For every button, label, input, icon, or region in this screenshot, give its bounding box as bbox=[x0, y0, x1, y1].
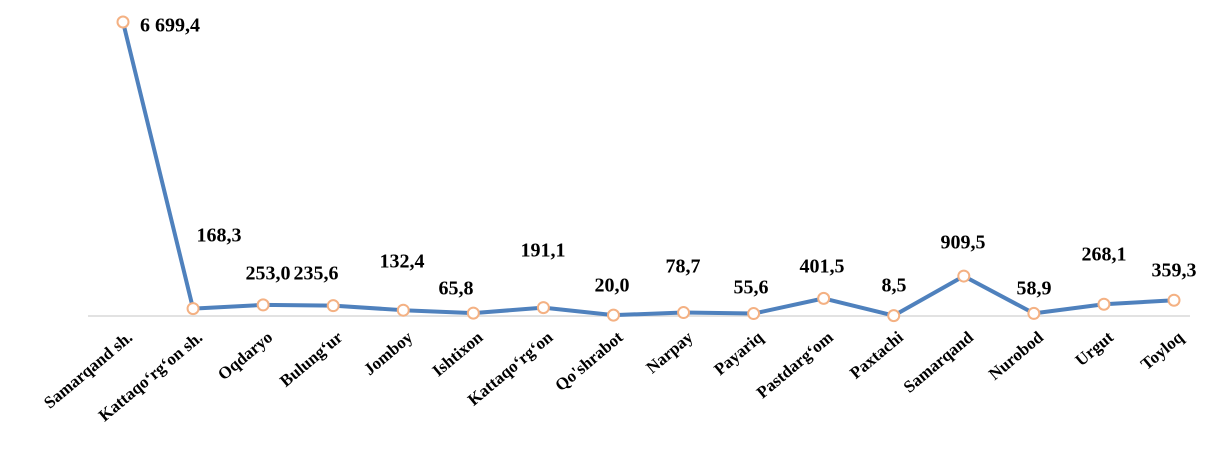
data-label: 909,5 bbox=[941, 232, 986, 254]
x-tick-label: Nurobod bbox=[985, 327, 1047, 384]
x-tick-label: Jomboy bbox=[360, 327, 417, 379]
data-label: 65,8 bbox=[439, 278, 474, 300]
x-tick-label: Narpay bbox=[642, 327, 697, 377]
marker bbox=[606, 308, 620, 322]
data-label: 235,6 bbox=[294, 263, 339, 285]
x-tick-label: Urgut bbox=[1072, 327, 1118, 370]
marker bbox=[677, 306, 691, 320]
data-label: 268,1 bbox=[1082, 244, 1127, 266]
marker bbox=[887, 309, 901, 323]
x-tick-label: Paxtachi bbox=[846, 327, 907, 382]
marker bbox=[536, 301, 550, 315]
marker bbox=[1167, 293, 1181, 307]
x-tick-label: Samarqand bbox=[900, 327, 978, 396]
marker bbox=[1027, 306, 1041, 320]
marker bbox=[817, 291, 831, 305]
data-label: 20,0 bbox=[595, 275, 630, 297]
x-tick-label: Pastdarg‘om bbox=[753, 328, 837, 403]
data-label: 55,6 bbox=[734, 277, 769, 299]
marker bbox=[186, 302, 200, 316]
marker bbox=[466, 306, 480, 320]
marker bbox=[256, 298, 270, 312]
data-label: 6 699,4 bbox=[140, 15, 200, 37]
x-tick-label: Payariq bbox=[710, 327, 767, 379]
x-tick-label: Toyloq bbox=[1137, 327, 1188, 374]
x-tick-label: Qo'shrabot bbox=[551, 327, 626, 395]
marker bbox=[396, 303, 410, 317]
data-label: 401,5 bbox=[800, 256, 845, 278]
data-label: 8,5 bbox=[882, 275, 907, 297]
data-label: 168,3 bbox=[197, 225, 242, 247]
marker bbox=[116, 15, 130, 29]
data-label: 58,9 bbox=[1017, 278, 1052, 300]
data-label: 253,0 bbox=[246, 263, 291, 285]
x-tick-label: Ishtixon bbox=[429, 327, 487, 380]
data-label: 191,1 bbox=[521, 240, 566, 262]
data-label: 132,4 bbox=[380, 251, 425, 273]
data-label: 78,7 bbox=[666, 256, 701, 278]
data-label: 359,3 bbox=[1152, 260, 1197, 282]
x-tick-label: Oqdaryo bbox=[214, 328, 276, 384]
marker bbox=[1097, 297, 1111, 311]
x-tick-label: Bulung‘ur bbox=[276, 327, 346, 390]
marker bbox=[326, 299, 340, 313]
line bbox=[121, 21, 1175, 318]
marker bbox=[957, 269, 971, 283]
marker bbox=[747, 307, 761, 321]
